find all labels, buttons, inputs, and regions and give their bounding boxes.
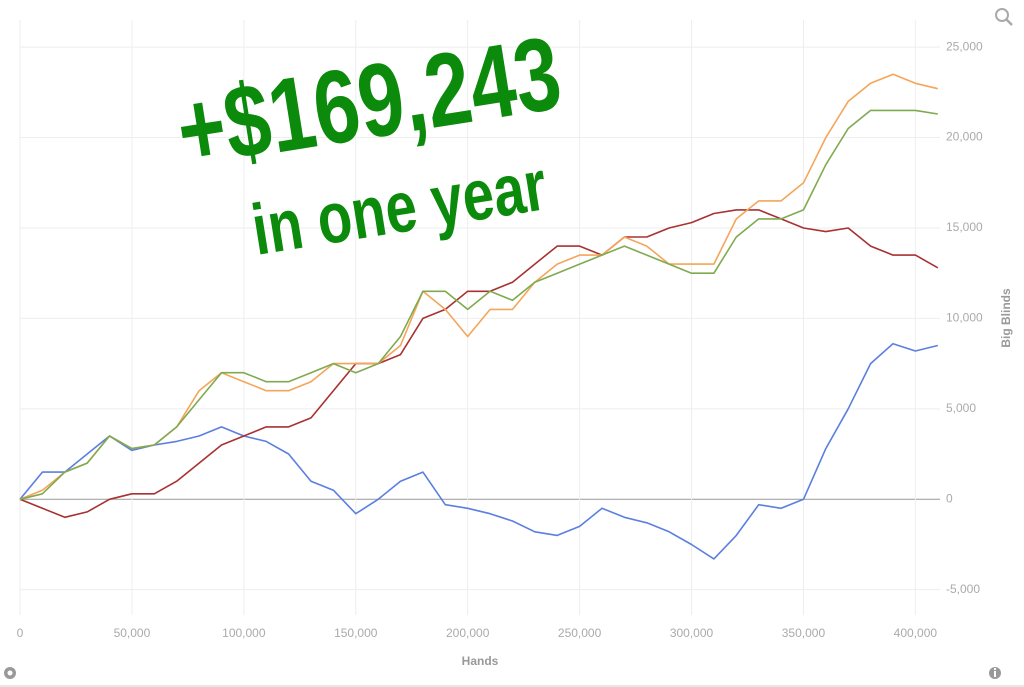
lines [19,73,939,560]
x-tick-label: 150,000 [334,626,378,640]
info-icon[interactable] [989,667,1001,679]
y-tick-label: 5,000 [946,401,976,415]
y-tick-label: 15,000 [946,220,983,234]
settings-icon[interactable] [4,667,16,679]
series-line [19,209,939,519]
x-tick-label: 200,000 [446,626,490,640]
x-tick-label: 100,000 [222,626,266,640]
y-tick-label: 20,000 [946,130,983,144]
x-tick-label: 250,000 [558,626,602,640]
series-line [19,342,938,560]
grid: -5,000 0 5,000 10,000 15,000 20,000 25,000 0 50,… [17,20,983,640]
x-tick-label: 350,000 [782,626,826,640]
x-tick-label: 400,000 [894,626,938,640]
x-axis-label: Hands [462,654,499,668]
y-tick-label: 0 [946,491,953,505]
y-tick-label: 25,000 [946,39,983,53]
x-tick-label: 50,000 [114,626,151,640]
y-tick-label: -5,000 [946,582,980,596]
zoom-icon[interactable] [995,8,1013,26]
x-tick-label: 300,000 [670,626,714,640]
x-tick-label: 0 [17,626,24,640]
series-line [19,109,938,501]
y-tick-label: 10,000 [946,311,983,325]
y-axis-label: Big Blinds [999,288,1013,348]
